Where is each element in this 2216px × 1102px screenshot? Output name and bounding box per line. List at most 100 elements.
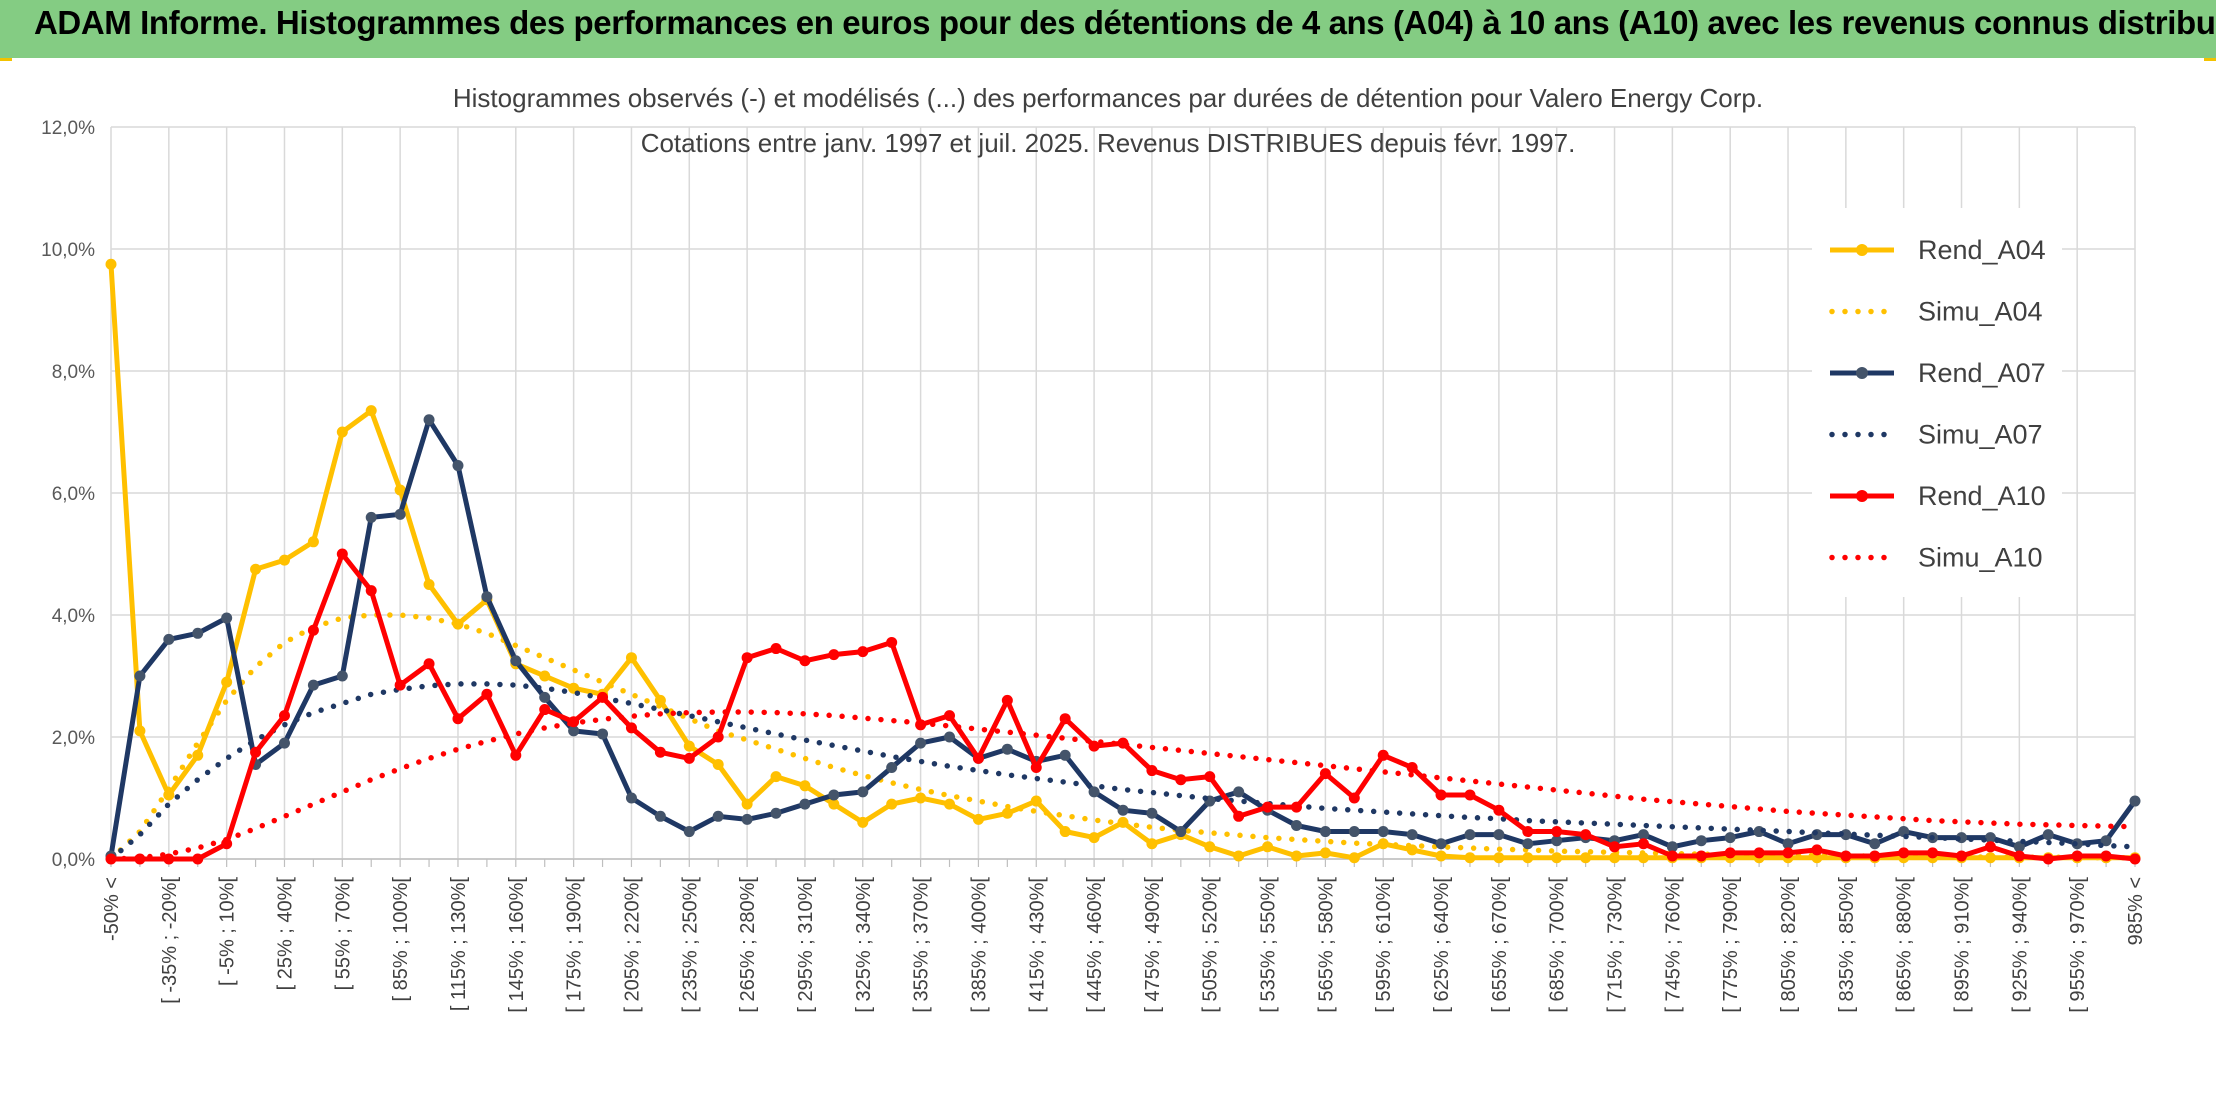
data-point-rend-a07 bbox=[1435, 838, 1447, 850]
data-point-rend-a10 bbox=[278, 710, 290, 722]
data-point-rend-a07 bbox=[683, 826, 695, 838]
data-point-rend-a10 bbox=[625, 722, 637, 734]
data-point-rend-a04 bbox=[828, 798, 840, 810]
data-point-rend-a04 bbox=[654, 694, 666, 706]
x-tick-label: [ 805% ; 820%[ bbox=[1778, 877, 1800, 1013]
data-point-rend-a10 bbox=[1493, 804, 1505, 816]
x-tick-label: [ 295% ; 310%[ bbox=[795, 877, 817, 1013]
x-tick-label: [ 715% ; 730%[ bbox=[1605, 877, 1627, 1013]
data-point-rend-a10 bbox=[1262, 801, 1274, 813]
data-point-rend-a04 bbox=[1464, 852, 1476, 864]
data-point-rend-a07 bbox=[1348, 826, 1360, 838]
data-point-rend-a10 bbox=[1580, 829, 1592, 841]
data-point-rend-a07 bbox=[163, 633, 175, 645]
data-point-rend-a07 bbox=[944, 731, 956, 743]
legend-marker-rend-a04 bbox=[1856, 244, 1868, 256]
data-point-rend-a07 bbox=[654, 810, 666, 822]
data-point-rend-a07 bbox=[597, 728, 609, 740]
data-point-rend-a07 bbox=[886, 762, 898, 773]
data-point-rend-a04 bbox=[105, 258, 117, 270]
data-point-rend-a07 bbox=[568, 725, 580, 737]
data-point-rend-a07 bbox=[1117, 804, 1129, 816]
chart-title: Histogrammes observés (-) et modélisés (… bbox=[453, 83, 1763, 113]
data-point-rend-a04 bbox=[1319, 847, 1331, 859]
data-point-rend-a07 bbox=[1001, 743, 1013, 755]
data-point-rend-a10 bbox=[712, 731, 724, 743]
x-tick-label: [ 85% ; 100%[ bbox=[390, 877, 412, 1002]
x-tick-label: [ 595% ; 610%[ bbox=[1373, 877, 1395, 1013]
series-line-simu-a10 bbox=[108, 709, 2138, 862]
data-point-rend-a07 bbox=[1637, 829, 1649, 841]
data-point-rend-a07 bbox=[1551, 835, 1563, 847]
x-tick-label: [ 655% ; 670%[ bbox=[1489, 877, 1511, 1013]
data-point-rend-a10 bbox=[1782, 847, 1794, 859]
data-point-rend-a07 bbox=[278, 737, 290, 749]
data-point-rend-a10 bbox=[1695, 850, 1707, 862]
data-point-rend-a07 bbox=[1290, 819, 1302, 831]
legend-box bbox=[1812, 208, 2062, 597]
data-point-rend-a10 bbox=[2071, 850, 2083, 862]
data-point-rend-a10 bbox=[481, 688, 493, 700]
data-point-rend-a04 bbox=[539, 670, 551, 682]
data-point-rend-a10 bbox=[1435, 789, 1447, 801]
data-point-rend-a07 bbox=[2100, 835, 2112, 847]
data-point-rend-a10 bbox=[1609, 841, 1621, 853]
data-point-rend-a04 bbox=[1493, 852, 1505, 864]
data-point-rend-a04 bbox=[1522, 852, 1534, 864]
data-point-rend-a07 bbox=[1869, 838, 1881, 850]
data-point-rend-a10 bbox=[307, 624, 319, 636]
data-point-rend-a07 bbox=[712, 810, 724, 822]
data-point-rend-a10 bbox=[1551, 826, 1563, 838]
data-point-rend-a10 bbox=[1175, 774, 1187, 786]
data-point-rend-a04 bbox=[134, 725, 146, 737]
x-tick-label: [ 385% ; 400%[ bbox=[968, 877, 990, 1013]
data-point-rend-a04 bbox=[1059, 826, 1071, 838]
title-banner: ADAM Informe. Histogrammes des performan… bbox=[0, 0, 2216, 58]
data-point-rend-a07 bbox=[539, 691, 551, 703]
data-point-rend-a07 bbox=[2129, 795, 2141, 807]
data-point-rend-a04 bbox=[1609, 852, 1621, 864]
legend-label-rend-a10: Rend_A10 bbox=[1918, 481, 2046, 511]
data-point-rend-a10 bbox=[654, 746, 666, 758]
data-point-rend-a10 bbox=[1290, 801, 1302, 813]
data-point-rend-a07 bbox=[741, 813, 753, 825]
chart-svg: 0,0% 2,0% 4,0% 6,0% 8,0% 10,0% 12,0% -50% < [ -3… bbox=[41, 83, 2147, 1013]
data-point-rend-a10 bbox=[1204, 771, 1216, 783]
x-tick-label: [ 925% ; 940%[ bbox=[2009, 877, 2031, 1013]
data-point-rend-a10 bbox=[1840, 850, 1852, 862]
data-point-rend-a07 bbox=[423, 414, 435, 426]
data-point-rend-a10 bbox=[1927, 847, 1939, 859]
data-point-rend-a10 bbox=[741, 652, 753, 664]
y-tick-label: 4,0% bbox=[52, 606, 95, 627]
data-point-rend-a04 bbox=[250, 563, 262, 575]
data-point-rend-a04 bbox=[972, 813, 984, 825]
data-point-rend-a07 bbox=[1146, 807, 1158, 819]
data-point-rend-a04 bbox=[1348, 852, 1360, 864]
data-point-rend-a04 bbox=[1030, 795, 1042, 807]
data-point-rend-a04 bbox=[1580, 852, 1592, 864]
data-point-rend-a04 bbox=[163, 789, 175, 801]
data-point-rend-a07 bbox=[1522, 838, 1534, 850]
data-point-rend-a10 bbox=[2129, 853, 2141, 865]
legend-marker-rend-a07 bbox=[1856, 367, 1868, 379]
data-point-rend-a07 bbox=[134, 670, 146, 682]
data-point-rend-a10 bbox=[857, 646, 869, 658]
data-point-rend-a07 bbox=[336, 670, 348, 682]
data-point-rend-a10 bbox=[394, 679, 406, 691]
y-tick-label: 0,0% bbox=[52, 850, 95, 871]
y-tick-label: 6,0% bbox=[52, 484, 95, 505]
x-tick-label: [ 415% ; 430%[ bbox=[1026, 877, 1048, 1013]
x-tick-label: [ 235% ; 250%[ bbox=[679, 877, 701, 1013]
data-point-rend-a07 bbox=[510, 655, 522, 667]
x-tick-label: [ -35% ; -20%[ bbox=[159, 877, 181, 1004]
x-tick-label: [ 535% ; 550%[ bbox=[1258, 877, 1280, 1013]
corner-mark-left bbox=[0, 58, 12, 61]
y-tick-label: 2,0% bbox=[52, 728, 95, 749]
data-point-rend-a04 bbox=[1551, 852, 1563, 864]
data-point-rend-a10 bbox=[365, 585, 377, 597]
legend-label-rend-a04: Rend_A04 bbox=[1918, 235, 2046, 265]
data-point-rend-a04 bbox=[857, 816, 869, 828]
data-point-rend-a07 bbox=[1724, 832, 1736, 844]
x-tick-label: [ 205% ; 220%[ bbox=[621, 877, 643, 1013]
data-point-rend-a07 bbox=[915, 737, 927, 749]
